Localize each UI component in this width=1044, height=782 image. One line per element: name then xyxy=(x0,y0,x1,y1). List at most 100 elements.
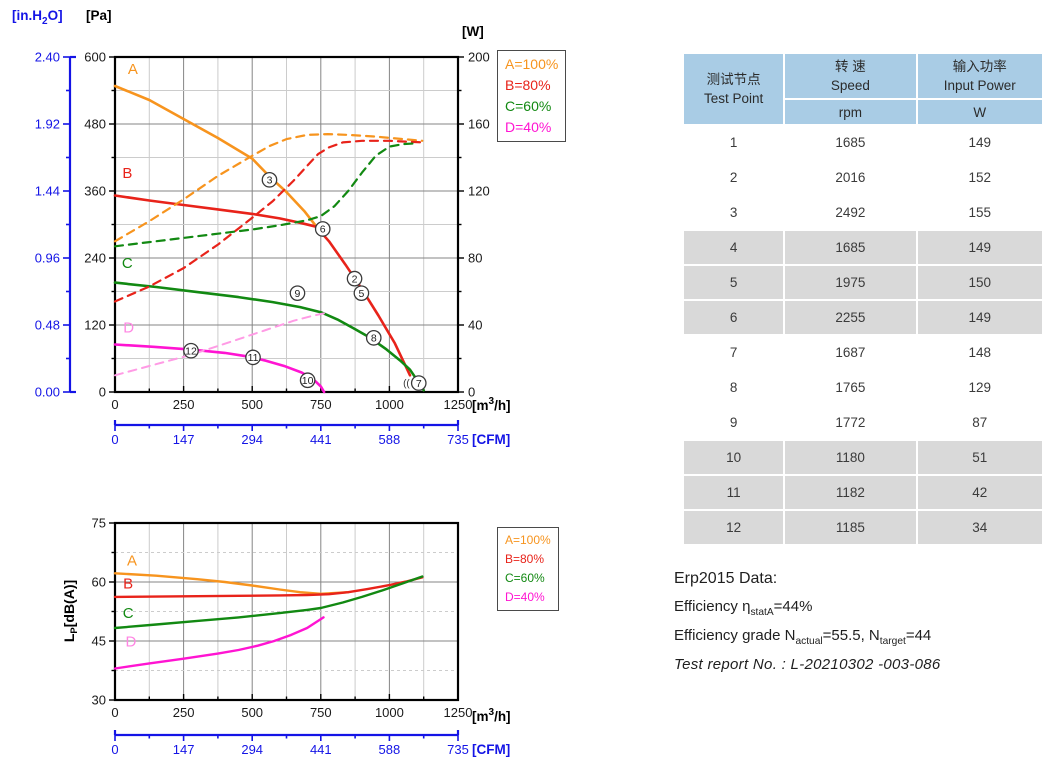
header-input-power-zh: 输入功率 xyxy=(952,59,1007,74)
header-test-point: 测试节点 Test Point xyxy=(684,54,784,124)
table-row: 12 1185 34 xyxy=(684,511,1042,544)
svg-text:10: 10 xyxy=(302,375,314,387)
svg-text:((: (( xyxy=(403,379,410,390)
test-point-table: 测试节点 Test Point 转 速 Speed 输入功率 Input Pow… xyxy=(682,52,1044,546)
svg-text:12: 12 xyxy=(185,345,197,357)
svg-text:441: 441 xyxy=(310,742,332,757)
svg-text:0: 0 xyxy=(111,742,118,757)
svg-text:735: 735 xyxy=(447,432,469,447)
svg-text:480: 480 xyxy=(84,117,106,132)
svg-text:80: 80 xyxy=(468,251,482,266)
legend-item: A=100% xyxy=(505,56,559,72)
table-row: 11 1182 42 xyxy=(684,476,1042,509)
table-row: 1 1685 149 xyxy=(684,126,1042,159)
header-input-power-en: Input Power xyxy=(943,78,1016,93)
svg-text:588: 588 xyxy=(379,432,401,447)
svg-text:147: 147 xyxy=(173,432,195,447)
svg-text:1.44: 1.44 xyxy=(35,184,60,199)
header-power-unit: W xyxy=(917,100,1042,124)
svg-text:2.40: 2.40 xyxy=(35,50,60,65)
svg-text:1250: 1250 xyxy=(444,397,473,412)
table-header: 测试节点 Test Point 转 速 Speed 输入功率 Input Pow… xyxy=(684,54,1042,124)
erp-info-block: Erp2015 Data: Efficiency ηstatA=44% Effi… xyxy=(674,570,941,673)
svg-text:500: 500 xyxy=(241,705,263,720)
table-row: 7 1687 148 xyxy=(684,336,1042,369)
svg-text:LP[dB(A)]: LP[dB(A)] xyxy=(61,580,80,642)
svg-text:11: 11 xyxy=(248,352,259,364)
noise-level-chart: 0 250 500 750 1000 1250 75 60 45 30 0 147 294 441 588 7… xyxy=(61,516,511,758)
svg-text:0: 0 xyxy=(111,397,118,412)
table-row: 6 2255 149 xyxy=(684,301,1042,334)
svg-text:360: 360 xyxy=(84,184,106,199)
svg-text:[m3/h]: [m3/h] xyxy=(472,396,511,413)
svg-text:1000: 1000 xyxy=(375,397,404,412)
svg-text:C: C xyxy=(123,605,134,622)
svg-text:240: 240 xyxy=(84,251,106,266)
svg-text:441: 441 xyxy=(310,432,332,447)
svg-text:75: 75 xyxy=(92,516,106,531)
svg-text:0.00: 0.00 xyxy=(35,385,60,400)
svg-text:750: 750 xyxy=(310,705,332,720)
svg-text:D: D xyxy=(125,634,136,651)
svg-text:A: A xyxy=(127,552,137,569)
legend-item: C=60% xyxy=(505,571,545,585)
erp-efficiency-line: Efficiency ηstatA=44% xyxy=(674,598,813,618)
speed-legend-top: A=100% B=80% C=60% D=40% xyxy=(497,50,567,142)
svg-text:[W]: [W] xyxy=(462,24,484,39)
header-speed: 转 速 Speed xyxy=(785,54,916,98)
svg-text:250: 250 xyxy=(173,705,195,720)
svg-text:0: 0 xyxy=(99,385,106,400)
svg-text:5: 5 xyxy=(358,288,364,300)
svg-text:0: 0 xyxy=(468,385,475,400)
table-row: 2 2016 152 xyxy=(684,161,1042,194)
legend-item: B=80% xyxy=(505,552,545,566)
table-row: 3 2492 155 xyxy=(684,196,1042,229)
svg-text:C: C xyxy=(122,255,133,272)
svg-text:30: 30 xyxy=(92,693,106,708)
header-test-point-en: Test Point xyxy=(704,91,764,106)
table-row: 8 1765 129 xyxy=(684,371,1042,404)
svg-text:[CFM]: [CFM] xyxy=(472,432,510,447)
erp-grade-line: Efficiency grade Nactual=55.5, Ntarget=4… xyxy=(674,627,932,647)
svg-text:[m3/h]: [m3/h] xyxy=(472,707,511,724)
erp-title: Erp2015 Data: xyxy=(674,570,778,587)
svg-text:7: 7 xyxy=(416,378,422,390)
svg-text:0: 0 xyxy=(111,432,118,447)
header-speed-unit: rpm xyxy=(785,100,916,124)
svg-text:[in.H2O]: [in.H2O] xyxy=(12,8,63,27)
legend-item: D=40% xyxy=(505,119,552,135)
svg-text:1000: 1000 xyxy=(375,705,404,720)
svg-text:45: 45 xyxy=(92,634,106,649)
svg-text:40: 40 xyxy=(468,318,482,333)
svg-text:588: 588 xyxy=(379,742,401,757)
svg-text:250: 250 xyxy=(173,397,195,412)
svg-text:9: 9 xyxy=(295,288,301,300)
svg-text:735: 735 xyxy=(447,742,469,757)
svg-text:3: 3 xyxy=(267,175,273,187)
svg-text:1250: 1250 xyxy=(444,705,473,720)
svg-text:120: 120 xyxy=(84,318,106,333)
svg-text:160: 160 xyxy=(468,117,490,132)
svg-text:120: 120 xyxy=(468,184,490,199)
svg-text:B: B xyxy=(122,165,132,182)
legend-item: A=100% xyxy=(505,533,551,547)
table-row: 9 1772 87 xyxy=(684,406,1042,439)
svg-text:A: A xyxy=(128,61,138,78)
svg-text:200: 200 xyxy=(468,50,490,65)
svg-text:600: 600 xyxy=(84,50,106,65)
svg-text:6: 6 xyxy=(320,224,326,236)
svg-text:0.96: 0.96 xyxy=(35,251,60,266)
table-body: 1 1685 149 2 2016 152 3 2492 155 4 1685 149 5 1975 150… xyxy=(684,126,1042,544)
svg-text:500: 500 xyxy=(241,397,263,412)
table-row: 5 1975 150 xyxy=(684,266,1042,299)
svg-text:D: D xyxy=(123,319,134,336)
svg-text:60: 60 xyxy=(92,575,106,590)
erp-test-report-number: Test report No. : L-20210302 -003-086 xyxy=(674,656,941,673)
legend-item: B=80% xyxy=(505,77,551,93)
table-row: 10 1180 51 xyxy=(684,441,1042,474)
svg-text:2: 2 xyxy=(352,273,358,285)
pressure-power-chart: 0 250 500 750 1000 12506004803602401200200160… xyxy=(12,8,511,447)
header-speed-en: Speed xyxy=(830,78,870,93)
svg-text:B: B xyxy=(123,575,133,592)
